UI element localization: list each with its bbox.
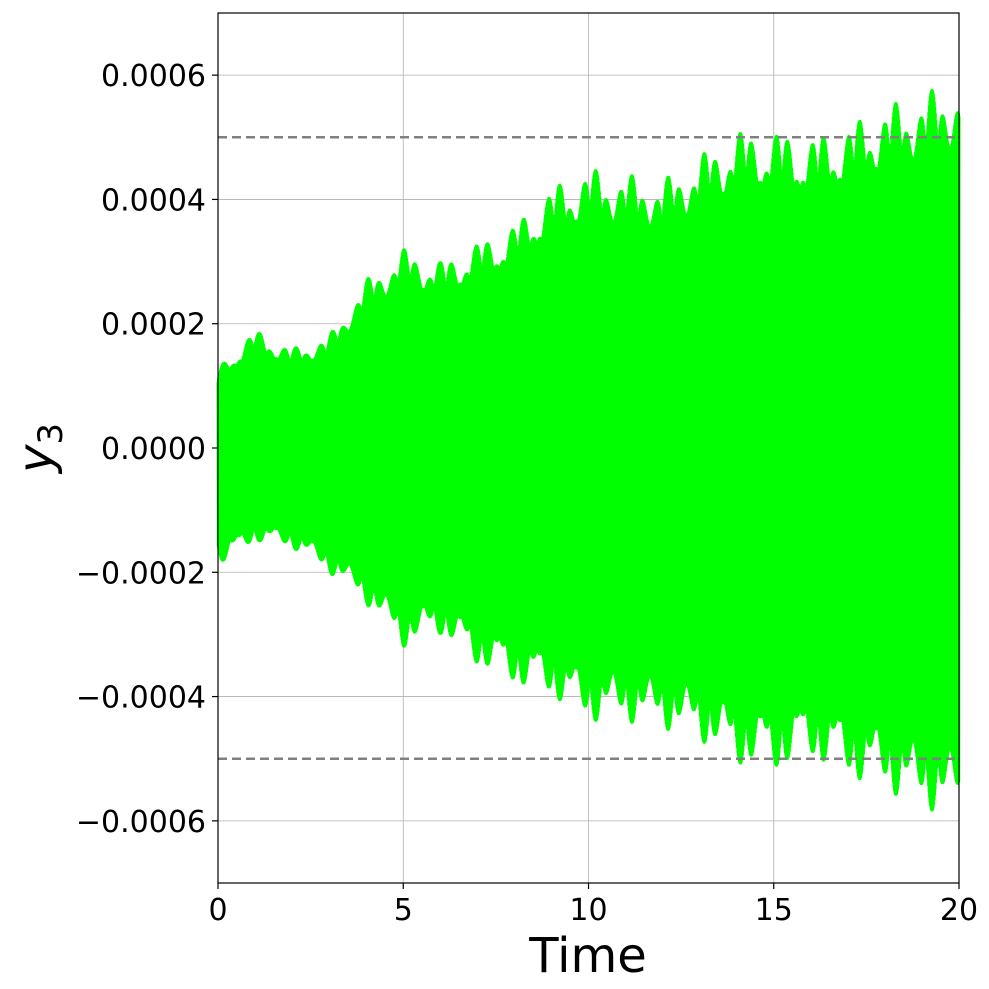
y-axis-title-main: y — [8, 444, 64, 475]
x-axis-title: Time — [528, 928, 646, 984]
y-tick-label: −0.0002 — [76, 556, 206, 591]
y-tick-label: −0.0004 — [76, 681, 206, 716]
x-tick-label: 15 — [755, 893, 793, 928]
x-tick-label: 0 — [208, 893, 227, 928]
y-axis: 0.0006 0.0004 0.0002 0.0000 −0.0002 −0.0004 −0… — [76, 59, 218, 840]
signal-trace — [216, 89, 961, 812]
y-axis-title-subscript: 3 — [31, 423, 71, 445]
signal-series — [216, 89, 961, 812]
x-tick-label: 5 — [394, 893, 413, 928]
y-tick-label: 0.0006 — [101, 59, 206, 94]
y-tick-label: −0.0006 — [76, 805, 206, 840]
y-tick-label: 0.0002 — [101, 308, 206, 343]
x-tick-label: 10 — [569, 893, 607, 928]
x-tick-label: 20 — [940, 893, 978, 928]
y-axis-title: y3 — [8, 423, 71, 475]
x-axis: 0 5 10 15 20 — [208, 883, 978, 928]
y-tick-label: 0.0004 — [101, 183, 206, 218]
reference-lines — [218, 136, 959, 760]
y-tick-label: 0.0000 — [101, 432, 206, 467]
